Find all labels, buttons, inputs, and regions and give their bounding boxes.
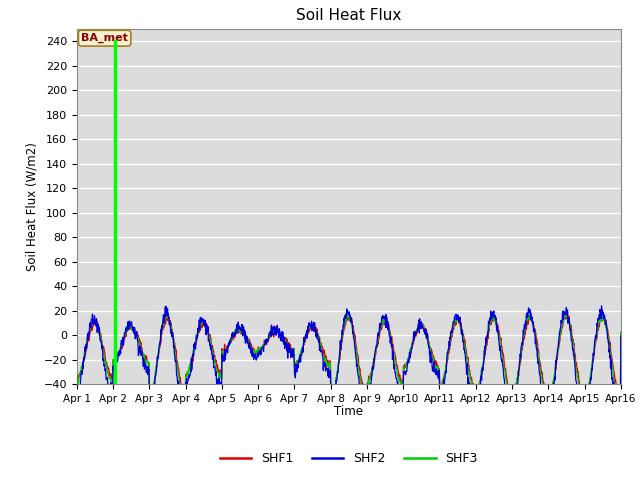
Legend: SHF1, SHF2, SHF3: SHF1, SHF2, SHF3 <box>214 447 483 470</box>
X-axis label: Time: Time <box>334 405 364 418</box>
Text: BA_met: BA_met <box>81 33 128 43</box>
Title: Soil Heat Flux: Soil Heat Flux <box>296 9 401 24</box>
Y-axis label: Soil Heat Flux (W/m2): Soil Heat Flux (W/m2) <box>25 142 38 271</box>
